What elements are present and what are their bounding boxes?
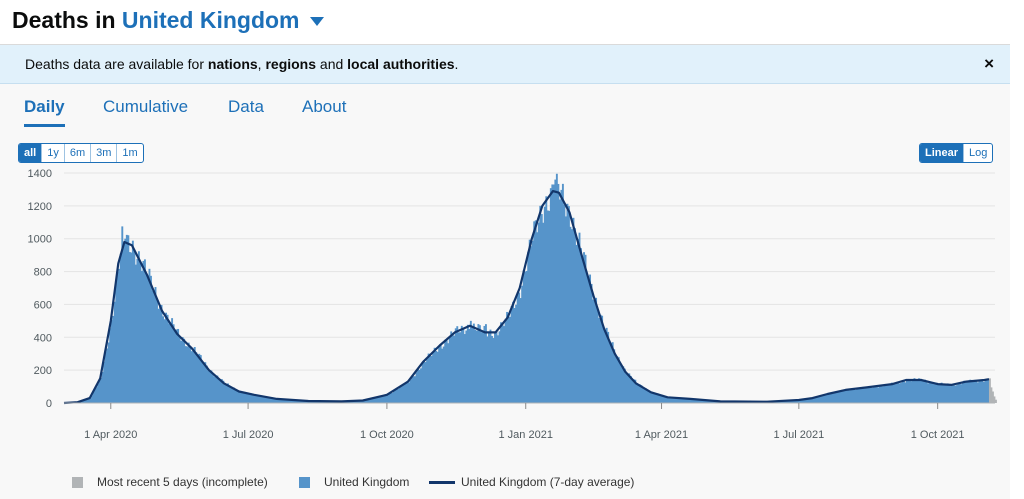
x-tick-label: 1 Jul 2021 bbox=[773, 429, 824, 441]
y-tick-label: 600 bbox=[34, 299, 52, 311]
y-tick-label: 800 bbox=[34, 267, 52, 279]
y-tick-label: 200 bbox=[34, 365, 52, 377]
x-tick-label: 1 Oct 2021 bbox=[911, 429, 965, 441]
y-tick-label: 1000 bbox=[28, 234, 52, 246]
x-tick-label: 1 Apr 2021 bbox=[635, 429, 688, 441]
y-tick-label: 1200 bbox=[28, 201, 52, 213]
x-tick-label: 1 Jan 2021 bbox=[499, 429, 553, 441]
incomplete-bar bbox=[995, 400, 997, 403]
y-tick-label: 400 bbox=[34, 332, 52, 344]
x-tick-label: 1 Apr 2020 bbox=[84, 429, 137, 441]
x-tick-label: 1 Oct 2020 bbox=[360, 429, 414, 441]
y-tick-label: 1400 bbox=[28, 168, 52, 180]
y-tick-label: 0 bbox=[46, 398, 52, 410]
x-tick-label: 1 Jul 2020 bbox=[223, 429, 274, 441]
